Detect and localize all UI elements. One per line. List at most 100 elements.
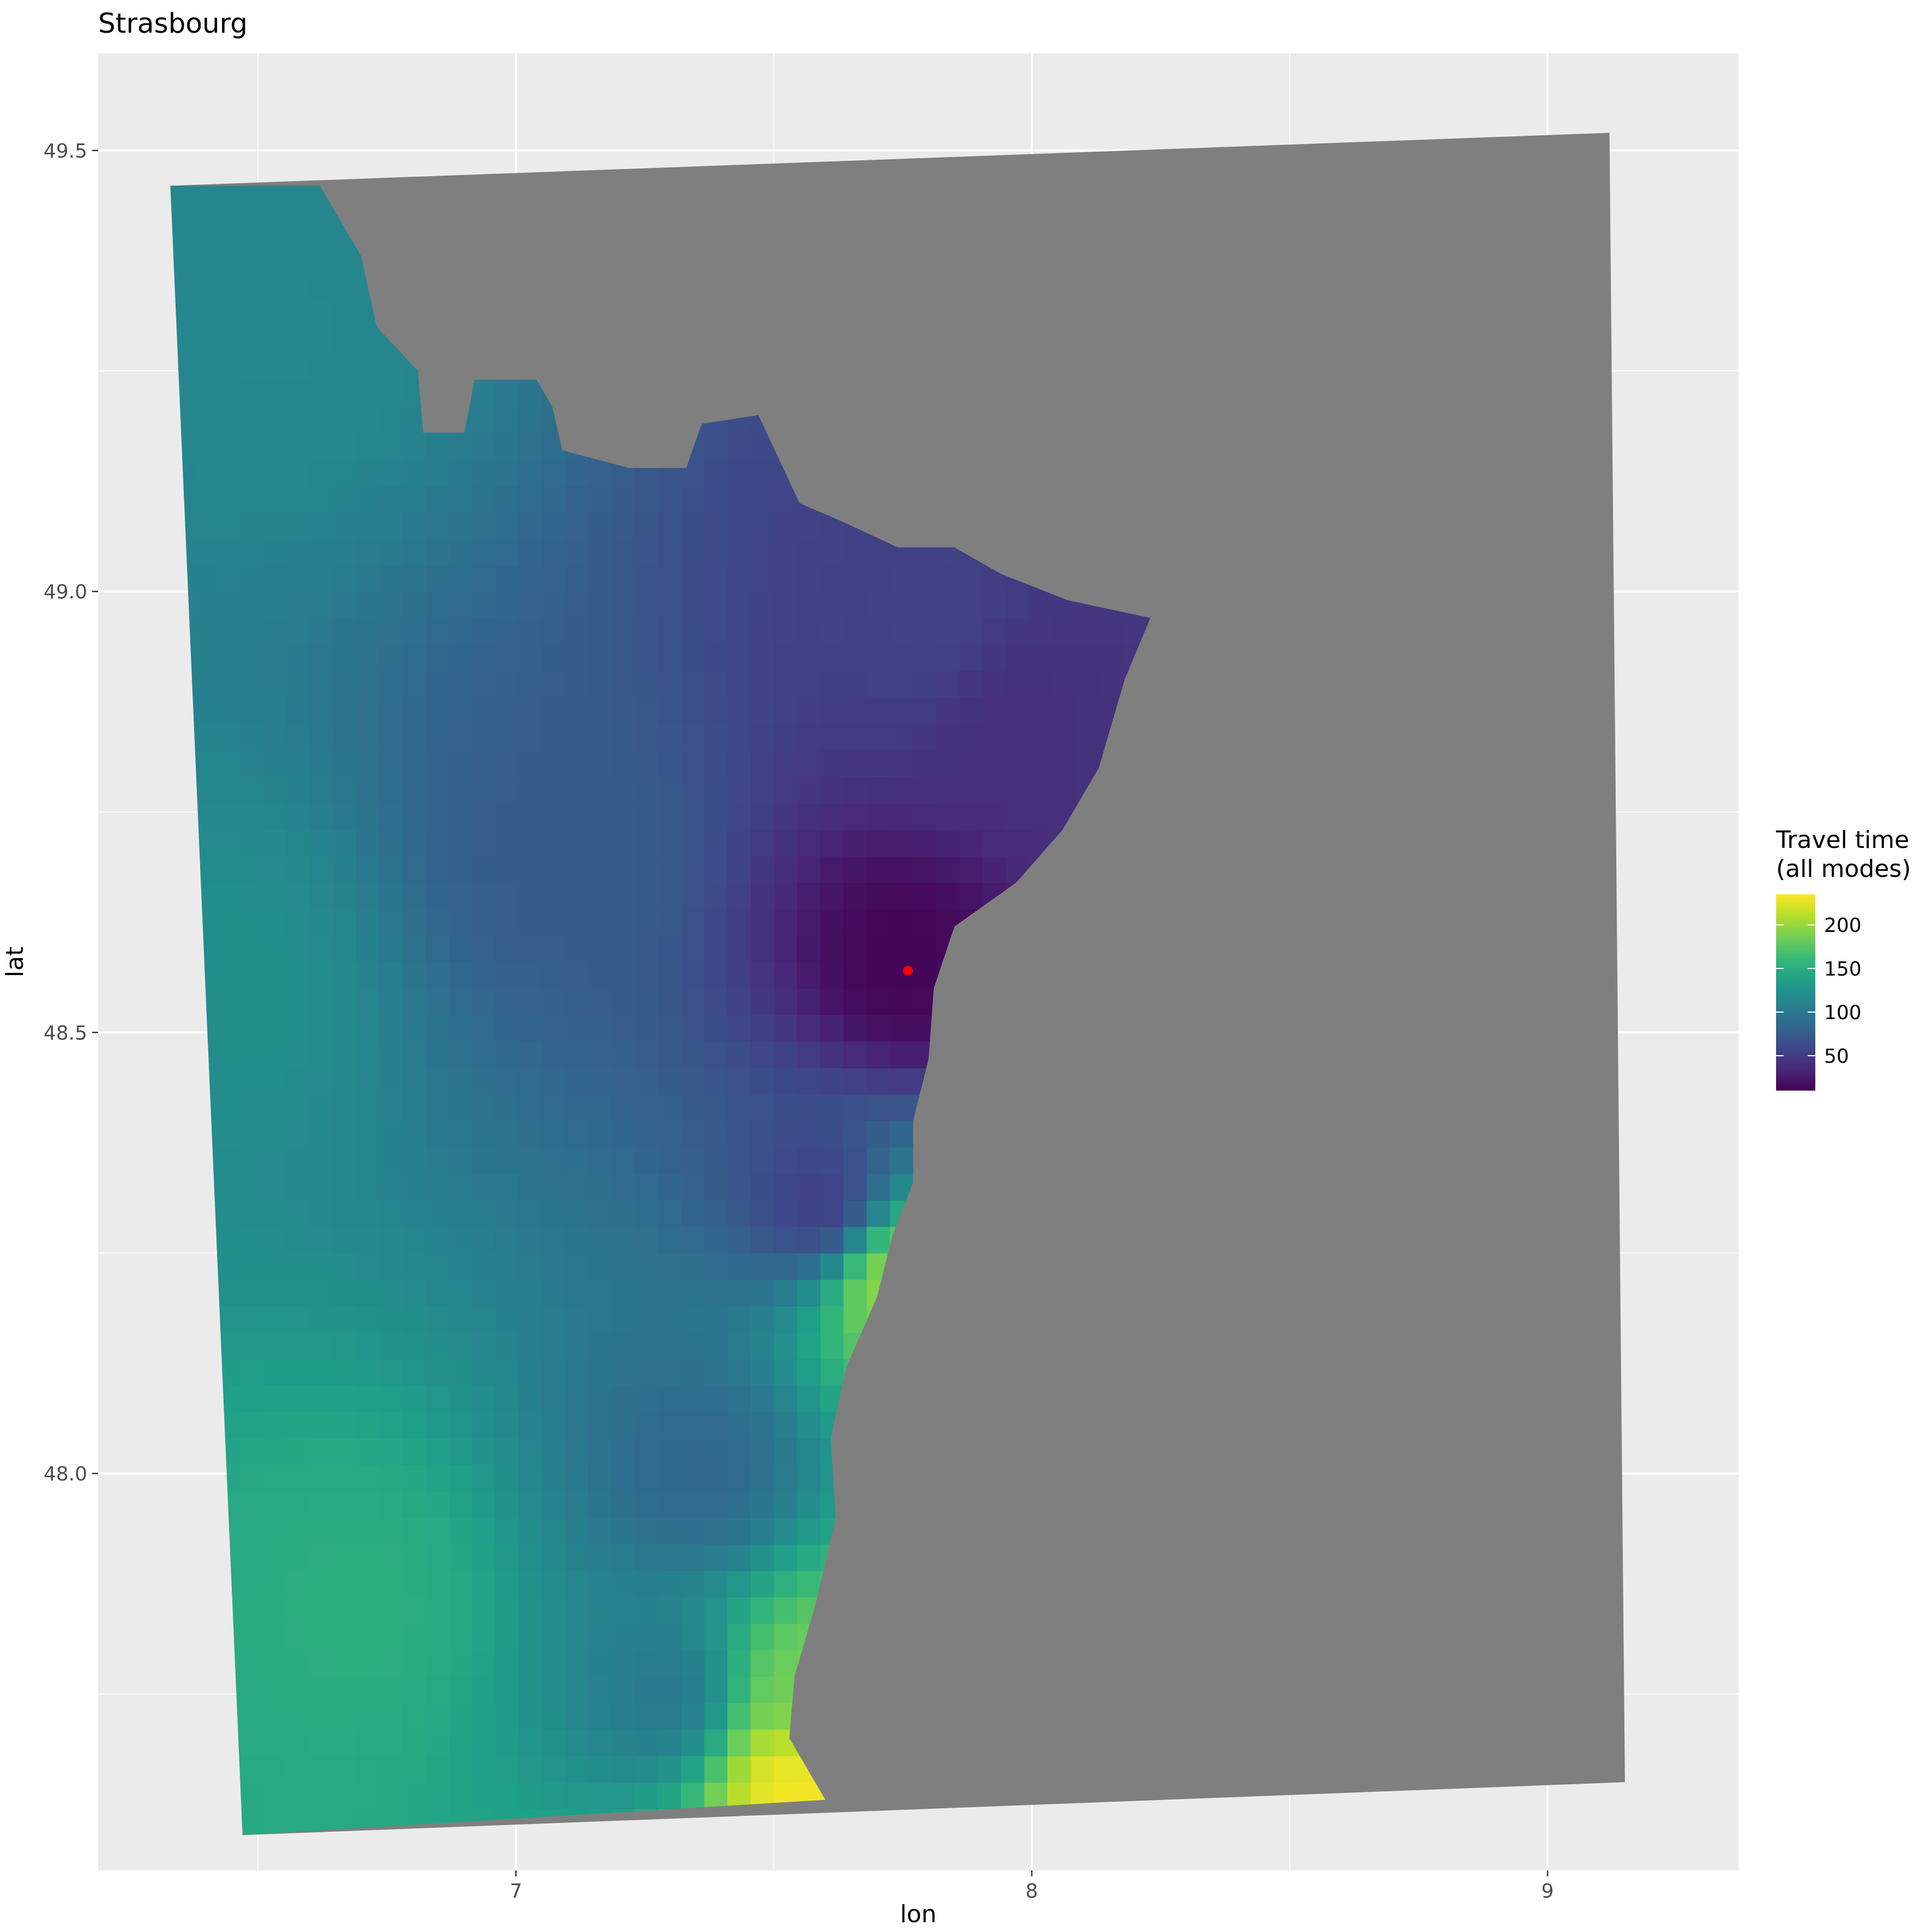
raster-cell (820, 644, 844, 672)
raster-cell (495, 777, 519, 804)
raster-cell (425, 644, 450, 672)
raster-cell (216, 908, 240, 936)
raster-cell (402, 1015, 426, 1042)
raster-cell (333, 1094, 357, 1121)
raster-cell (495, 724, 519, 751)
raster-cell (333, 432, 357, 460)
raster-cell (472, 1385, 496, 1412)
raster-cell (727, 1121, 751, 1148)
raster-cell (263, 618, 287, 645)
raster-cell (774, 1068, 798, 1095)
raster-cell (658, 618, 682, 645)
raster-cell (611, 1041, 635, 1068)
raster-cell (774, 803, 798, 830)
raster-cell (611, 1332, 635, 1359)
raster-cell (402, 988, 426, 1015)
raster-cell (333, 1358, 357, 1386)
raster-cell (518, 1385, 543, 1412)
raster-cell (518, 1491, 543, 1518)
raster-cell (379, 724, 403, 751)
legend-tick-label: 200 (1824, 914, 1862, 937)
raster-cell (449, 724, 473, 751)
raster-cell (681, 697, 705, 725)
raster-cell (797, 1544, 821, 1571)
raster-cell (449, 1491, 473, 1518)
raster-cell (216, 1041, 240, 1068)
raster-cell (541, 644, 565, 672)
raster-cell (309, 671, 334, 698)
raster-cell (193, 185, 218, 195)
raster-cell (750, 1358, 774, 1386)
raster-cell (379, 644, 403, 672)
raster-cell (379, 803, 403, 830)
raster-cell (286, 1200, 310, 1227)
raster-cell (356, 1702, 380, 1730)
legend-tick-label: 50 (1824, 1045, 1849, 1068)
raster-cell (634, 512, 659, 539)
raster-cell (727, 829, 751, 857)
raster-cell (449, 1570, 473, 1598)
raster-cell (727, 1279, 751, 1307)
raster-cell (681, 1121, 705, 1148)
raster-cell (611, 856, 635, 883)
raster-cell (936, 697, 960, 725)
raster-cell (379, 1755, 403, 1783)
raster-cell (704, 485, 728, 513)
raster-cell (193, 459, 218, 486)
raster-cell (379, 1173, 403, 1201)
raster-cell (1029, 803, 1053, 830)
raster-cell (541, 1464, 565, 1492)
raster-cell (750, 935, 774, 962)
raster-cell (611, 1438, 635, 1465)
raster-cell (216, 1305, 240, 1333)
raster-cell (425, 829, 450, 857)
raster-cell (704, 1597, 728, 1624)
raster-cell (681, 1358, 705, 1386)
raster-cell (866, 724, 890, 751)
raster-cell (727, 803, 751, 830)
raster-cell (889, 697, 914, 725)
raster-cell (449, 459, 473, 486)
raster-cell (774, 1597, 798, 1624)
raster-cell (727, 856, 751, 883)
raster-cell (333, 1597, 357, 1624)
raster-cell (774, 962, 798, 989)
raster-cell (588, 1226, 612, 1254)
raster-cell (727, 1385, 751, 1412)
raster-cell (658, 538, 682, 565)
raster-cell (681, 485, 705, 513)
raster-cell (936, 671, 960, 698)
raster-cell (750, 908, 774, 936)
raster-cell (356, 829, 380, 857)
raster-cell (704, 882, 728, 910)
raster-cell (658, 485, 682, 513)
raster-cell (704, 1226, 728, 1254)
raster-cell (774, 935, 798, 962)
raster-cell (658, 777, 682, 804)
x-tick-label: 7 (510, 1880, 522, 1903)
raster-cell (565, 1623, 589, 1651)
origin-point[interactable] (903, 966, 913, 976)
raster-cell (565, 1491, 589, 1518)
raster-cell (425, 618, 450, 645)
raster-cell (309, 274, 334, 301)
raster-cell (820, 962, 844, 989)
raster-cell (495, 1068, 519, 1095)
raster-cell (333, 485, 357, 513)
raster-cell (333, 829, 357, 857)
raster-cell (240, 591, 264, 618)
raster-cell (216, 1279, 240, 1307)
raster-cell (333, 512, 357, 539)
raster-cell (704, 1147, 728, 1174)
raster-cell (425, 1253, 450, 1280)
raster-cell (959, 644, 984, 672)
raster-cell (565, 1305, 589, 1333)
raster-cell (356, 882, 380, 910)
raster-cell (333, 1253, 357, 1280)
raster-cell (611, 1570, 635, 1598)
raster-cell (588, 856, 612, 883)
raster-cell (356, 1121, 380, 1148)
raster-cell (704, 777, 728, 804)
raster-cell (356, 1650, 380, 1677)
raster-cell (634, 1200, 659, 1227)
